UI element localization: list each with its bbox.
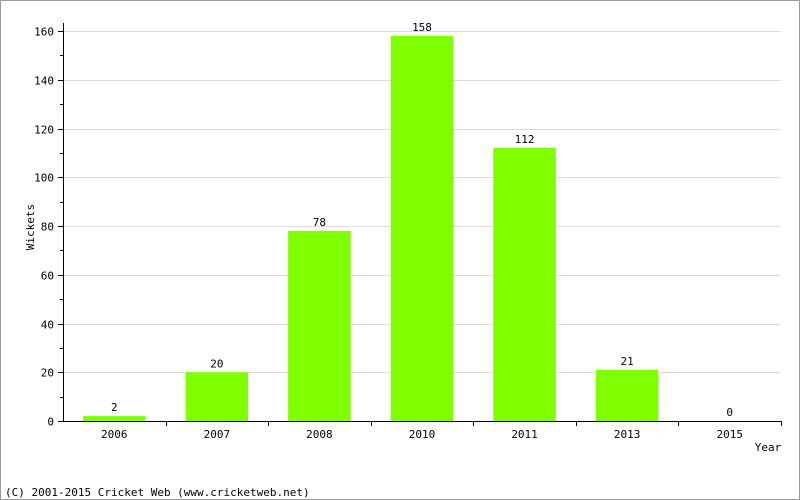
bar — [390, 35, 454, 421]
bar-value-label: 78 — [313, 216, 326, 229]
x-tick-label: 2013 — [614, 428, 641, 441]
x-tick-label: 2006 — [101, 428, 128, 441]
bar-value-label: 112 — [515, 133, 535, 146]
y-tick-label: 160 — [34, 26, 54, 39]
bar — [185, 372, 249, 421]
y-tick-label: 100 — [34, 172, 54, 185]
y-tick-label: 120 — [34, 124, 54, 137]
x-tick-label: 2015 — [716, 428, 743, 441]
bar — [288, 230, 351, 421]
bar-value-label: 0 — [726, 406, 733, 419]
bar-value-label: 21 — [621, 355, 634, 368]
bar — [595, 369, 659, 421]
bar-chart: 2 2006 20 2007 78 2008 158 2010 112 2011 21 2013 0 20… — [24, 21, 782, 454]
bar-value-label: 20 — [210, 357, 223, 370]
y-tick-label: 80 — [41, 221, 54, 234]
bar-value-label: 2 — [111, 401, 118, 414]
y-tick-label: 0 — [47, 416, 54, 429]
bar — [493, 148, 556, 421]
bar — [83, 416, 146, 421]
y-axis-title: Wickets — [24, 204, 37, 250]
x-axis-title: Year — [755, 441, 782, 454]
y-tick-label: 60 — [41, 270, 54, 283]
y-tick-label: 20 — [41, 367, 54, 380]
x-tick-label: 2007 — [204, 428, 231, 441]
y-tick-label: 140 — [34, 75, 54, 88]
y-tick-label: 40 — [41, 319, 54, 332]
x-tick-label: 2011 — [511, 428, 538, 441]
copyright-footer: (C) 2001-2015 Cricket Web (www.cricketwe… — [5, 486, 310, 499]
bar-value-label: 158 — [412, 21, 432, 34]
x-tick-label: 2010 — [409, 428, 436, 441]
x-tick-label: 2008 — [306, 428, 333, 441]
